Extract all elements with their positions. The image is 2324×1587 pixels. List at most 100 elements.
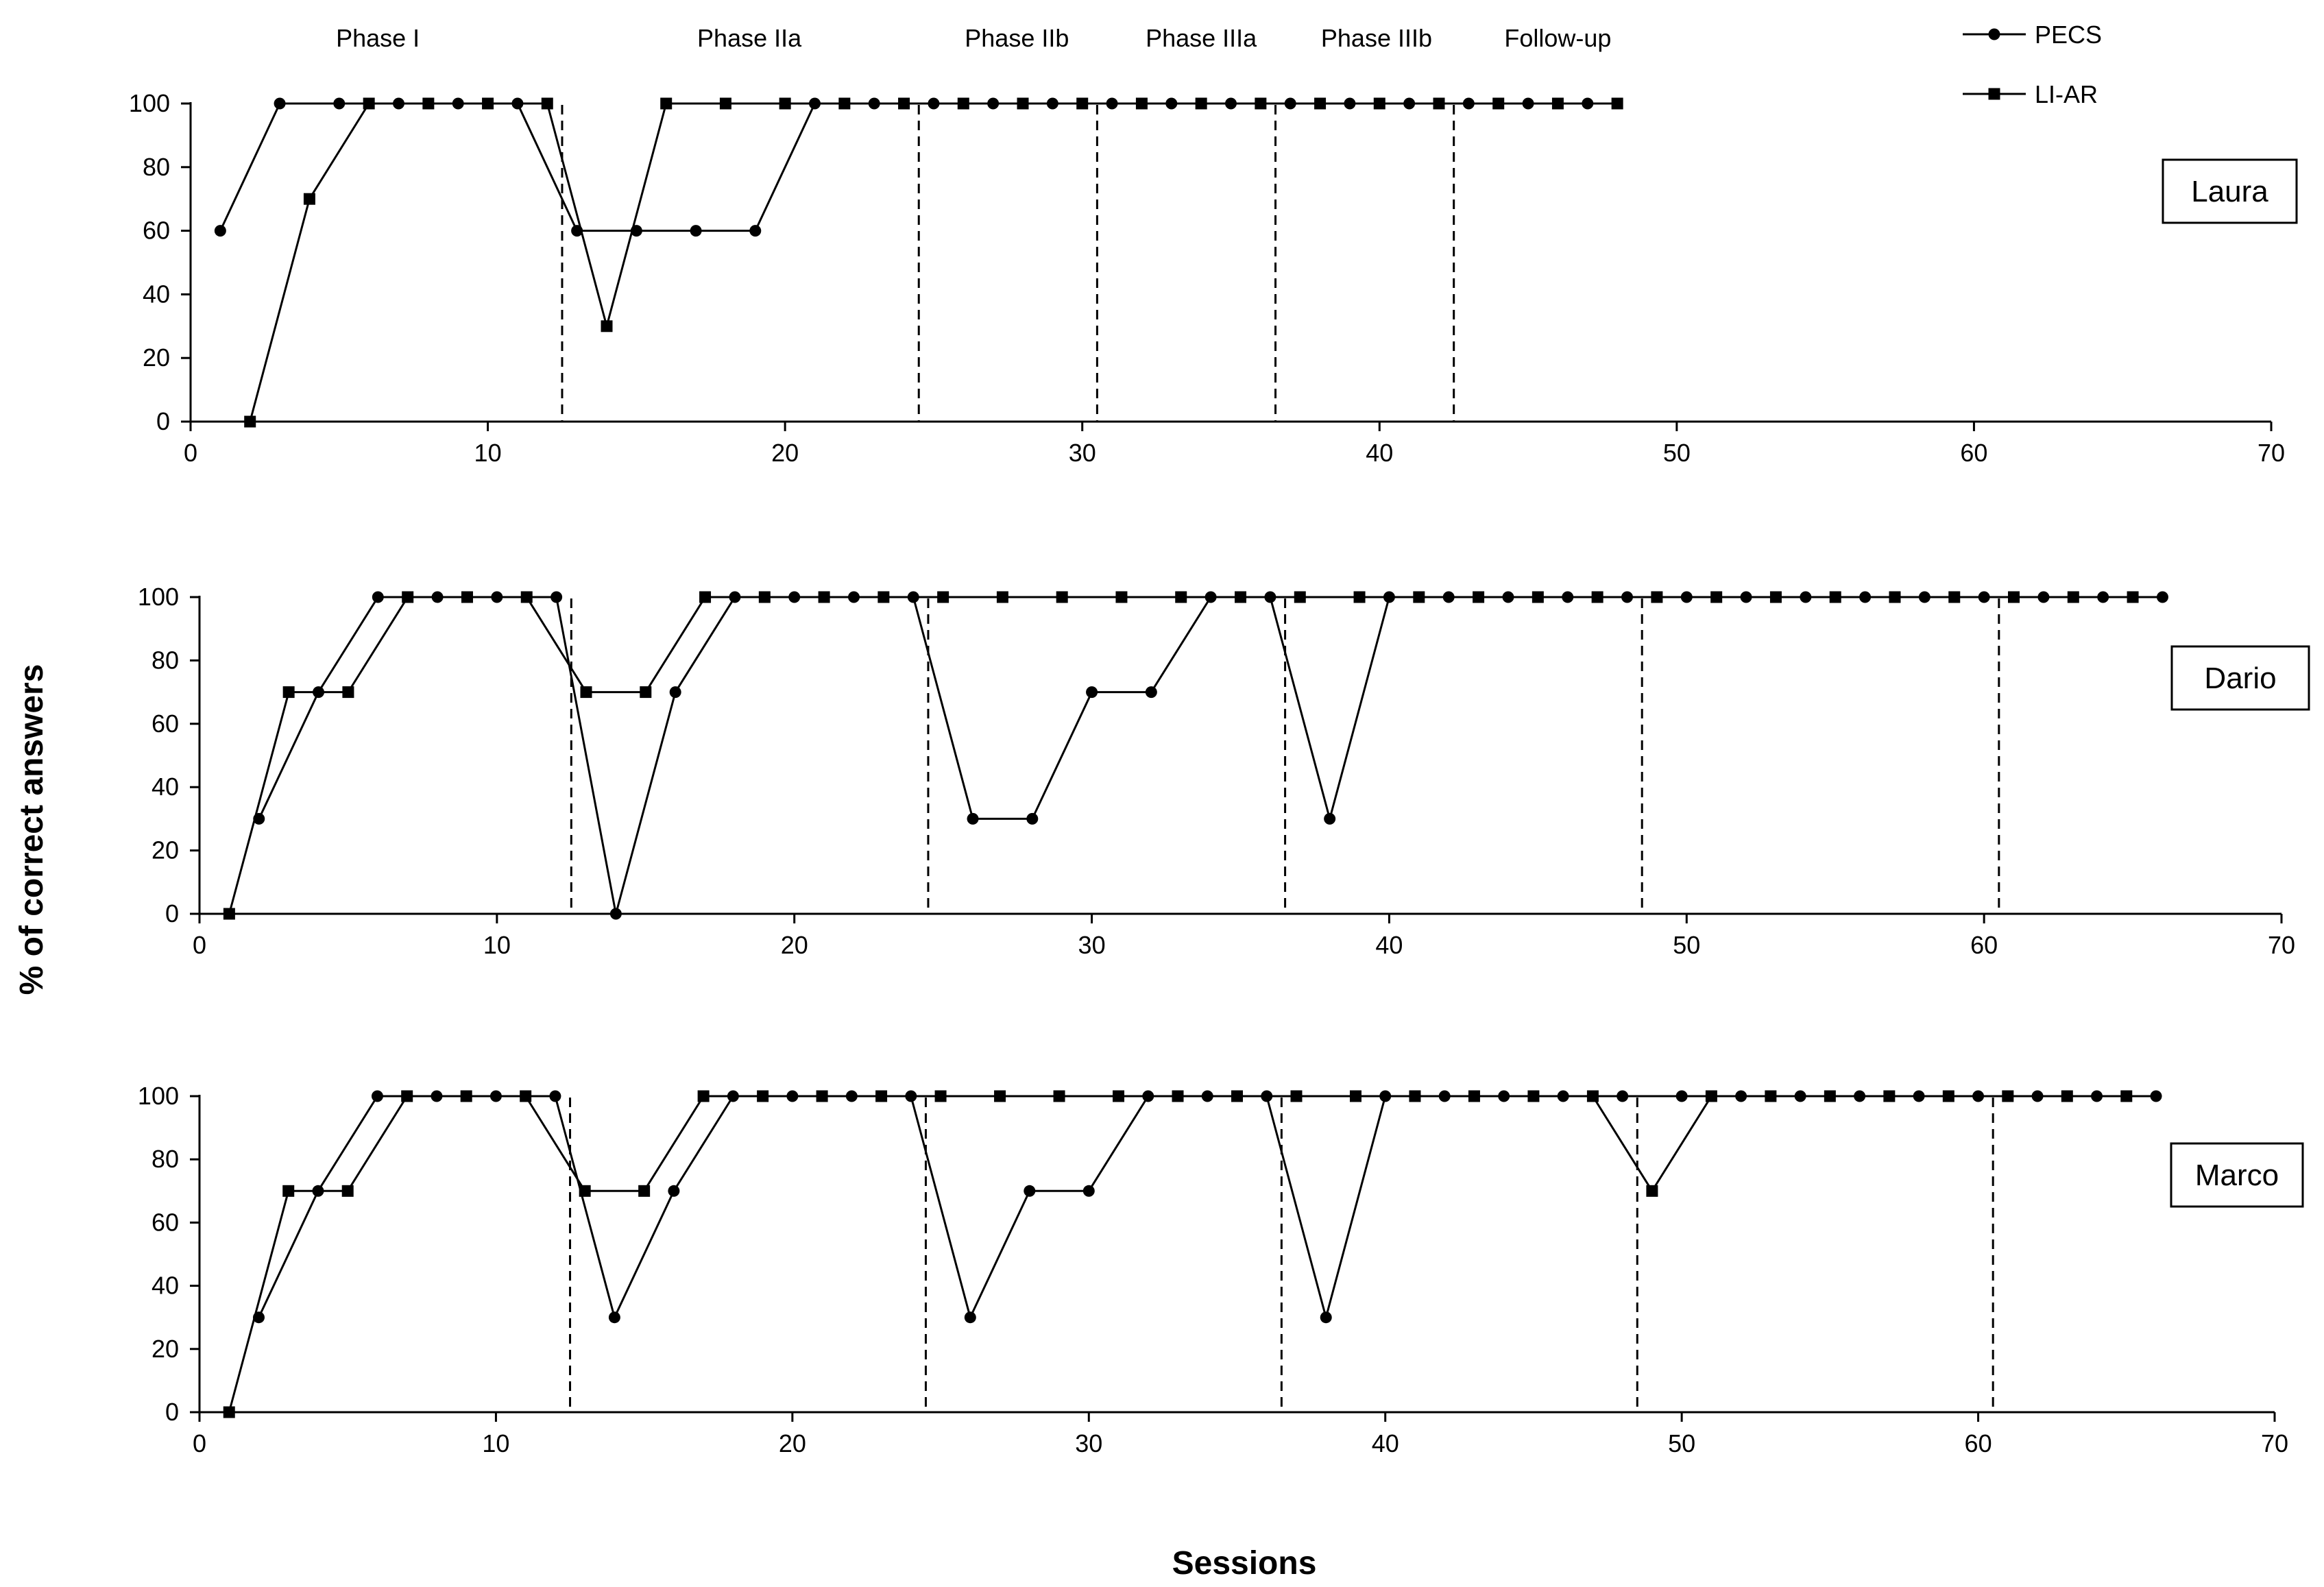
- y-tick-label: 60: [152, 1208, 179, 1236]
- x-tick-label: 30: [1075, 1429, 1102, 1457]
- data-point: [934, 1090, 947, 1102]
- series-pecs: [253, 591, 2168, 920]
- legend-entry-pecs: PECS: [1963, 21, 2102, 49]
- data-point: [937, 591, 949, 603]
- data-point: [1076, 97, 1089, 110]
- data-point: [541, 97, 553, 110]
- series-li-ar: [223, 1090, 2133, 1418]
- data-point: [668, 1185, 680, 1197]
- data-point: [1492, 97, 1505, 110]
- data-point: [660, 97, 673, 110]
- data-point: [1113, 1090, 1125, 1102]
- x-tick-label: 50: [1663, 439, 1691, 467]
- x-axis-title: Sessions: [1172, 1545, 1317, 1582]
- data-point: [1294, 591, 1306, 603]
- participant-label: Dario: [2204, 662, 2276, 695]
- data-point: [1172, 1090, 1184, 1102]
- data-point: [1651, 591, 1663, 603]
- series-line: [258, 1095, 2156, 1319]
- data-point: [1053, 1090, 1065, 1102]
- x-tick-label: 50: [1668, 1429, 1695, 1457]
- x-tick-label: 30: [1078, 931, 1106, 959]
- series-li-ar: [244, 97, 1623, 428]
- data-point: [608, 1311, 620, 1324]
- data-point: [1551, 97, 1564, 110]
- data-point: [957, 97, 969, 110]
- data-point: [1353, 591, 1366, 603]
- data-point: [461, 591, 473, 603]
- participant-label: Laura: [2191, 175, 2268, 208]
- y-tick-label: 60: [152, 710, 179, 738]
- series-line: [228, 1095, 2127, 1413]
- data-point: [1320, 1311, 1332, 1324]
- phase-label: Phase IIIa: [1146, 24, 1257, 52]
- data-point: [333, 97, 346, 110]
- y-tick-label: 40: [152, 773, 179, 801]
- data-point: [1527, 1090, 1540, 1102]
- series-pecs: [252, 1090, 2162, 1324]
- legend-label: LI-AR: [2035, 80, 2098, 108]
- data-point: [460, 1090, 472, 1102]
- data-point: [1765, 1090, 1777, 1102]
- data-point: [609, 908, 622, 920]
- data-point: [1829, 591, 1841, 603]
- data-point: [699, 591, 712, 603]
- series-pecs: [214, 97, 1594, 237]
- y-tick-label: 20: [143, 343, 170, 372]
- data-point: [1195, 97, 1207, 110]
- data-point: [1026, 812, 1039, 825]
- data-point: [422, 97, 435, 110]
- data-point: [2156, 591, 2168, 603]
- data-point: [964, 1311, 976, 1324]
- data-point: [818, 591, 830, 603]
- series-li-ar: [223, 591, 2139, 920]
- data-point: [1942, 1090, 1954, 1102]
- data-point: [1473, 591, 1485, 603]
- panel-marco: 0 20 40 60 80 100 0 10 20 30 40 50 60 70 Marco: [138, 1082, 2304, 1457]
- data-point: [1617, 1090, 1629, 1102]
- data-point: [996, 591, 1008, 603]
- phase-label: Phase IIa: [697, 24, 802, 52]
- y-tick-label: 80: [143, 153, 170, 181]
- data-point: [371, 1090, 383, 1102]
- y-tick-label: 0: [165, 899, 179, 928]
- data-point: [690, 225, 702, 237]
- data-point: [372, 591, 384, 603]
- participant-label-box: [2170, 645, 2310, 711]
- data-point: [640, 686, 652, 699]
- data-point: [2008, 591, 2020, 603]
- data-point: [401, 1090, 413, 1102]
- x-tick-label: 20: [781, 931, 808, 959]
- data-point: [1433, 97, 1445, 110]
- y-tick-label: 0: [165, 1398, 179, 1426]
- y-tick-label: 80: [152, 1145, 179, 1173]
- data-point: [816, 1090, 828, 1102]
- data-point: [550, 591, 563, 603]
- participant-label-box: [2162, 158, 2298, 224]
- x-tick-label: 40: [1366, 439, 1393, 467]
- data-point: [363, 97, 375, 110]
- data-point: [1349, 1090, 1361, 1102]
- data-point: [638, 1185, 651, 1197]
- y-tick-label: 100: [138, 1082, 179, 1110]
- data-point: [1532, 591, 1544, 603]
- legend-marker: [1988, 28, 2000, 40]
- data-point: [1468, 1090, 1480, 1102]
- data-point: [223, 1406, 235, 1418]
- y-tick-label: 80: [152, 646, 179, 674]
- series-line: [258, 596, 2163, 915]
- data-point: [282, 686, 295, 699]
- participant-label-box: [2170, 1142, 2304, 1208]
- x-tick-label: 60: [1960, 439, 1987, 467]
- x-tick-label: 20: [779, 1429, 806, 1457]
- data-point: [1235, 591, 1246, 603]
- y-tick-label: 40: [143, 280, 170, 308]
- x-tick-label: 70: [2258, 439, 2285, 467]
- y-tick-label: 20: [152, 836, 179, 864]
- data-point: [1017, 97, 1029, 110]
- phase-labels: Phase I Phase IIa Phase IIb Phase IIIa Phase…: [336, 24, 1611, 52]
- data-point: [1082, 1185, 1095, 1197]
- data-point: [877, 591, 890, 603]
